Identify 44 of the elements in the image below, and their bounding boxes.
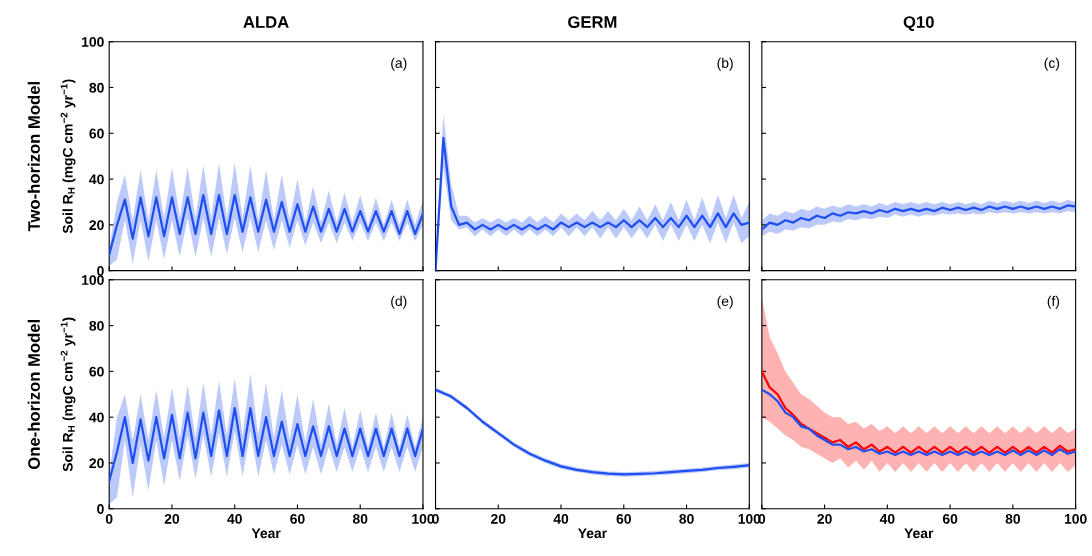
y-tick-label: 60 (89, 366, 104, 377)
x-tick-label: 20 (817, 513, 832, 524)
line-series (109, 406, 423, 483)
y-tick-label: 0 (97, 504, 104, 514)
x-tick-label: 60 (616, 513, 631, 524)
x-tick-label: 0 (105, 513, 113, 524)
y-tick-label: 80 (89, 320, 104, 331)
line-series (109, 193, 423, 256)
y-tick-label: 100 (82, 275, 104, 285)
annotation: (f) (1047, 295, 1060, 309)
x-tick-label: 40 (879, 513, 895, 524)
x-tick-label: 40 (553, 513, 569, 524)
y-axis-title: Soil R$_{H}$ (mgC cm$^{−2}$ yr$^{−1}$) (60, 317, 76, 472)
x-tick-label: 100 (1064, 513, 1087, 524)
x-tick-label: 40 (227, 513, 242, 524)
annotation: (b) (717, 57, 733, 71)
chart-title: GERM (568, 16, 617, 28)
x-axis-title: Year (577, 528, 607, 539)
chart-title: ALDA (243, 16, 289, 28)
y-tick-label: 60 (89, 128, 104, 139)
y-tick-label: 40 (89, 412, 104, 423)
x-tick-label: 80 (679, 513, 694, 524)
y-tick-label: 20 (89, 220, 104, 231)
x-axis-title: Year (251, 528, 281, 539)
text: Two-horizon Model (27, 82, 40, 232)
x-tick-label: 60 (290, 513, 305, 524)
y-tick-label: 20 (89, 458, 104, 469)
x-tick-label: 80 (352, 513, 368, 524)
x-tick-label: 60 (942, 513, 958, 524)
y-tick-label: 0 (97, 265, 104, 276)
x-tick-label: 20 (491, 513, 506, 524)
chart-title: Q10 (903, 16, 934, 32)
y-tick-label: 40 (89, 174, 104, 185)
x-tick-label: 20 (164, 513, 180, 524)
y-axis-title: Soil R$_{H}$ (mgC cm$^{−2}$ yr$^{−1}$) (60, 79, 76, 234)
x-tick-label: 80 (1005, 513, 1021, 524)
x-axis-title: Year (904, 528, 934, 539)
annotation: (c) (1044, 57, 1060, 71)
y-tick-label: 80 (89, 82, 104, 93)
text: One-horizon Model (27, 319, 40, 470)
annotation: (d) (391, 295, 407, 309)
y-tick-label: 100 (82, 37, 104, 47)
annotation: (e) (717, 295, 733, 309)
annotation: (a) (391, 57, 407, 71)
